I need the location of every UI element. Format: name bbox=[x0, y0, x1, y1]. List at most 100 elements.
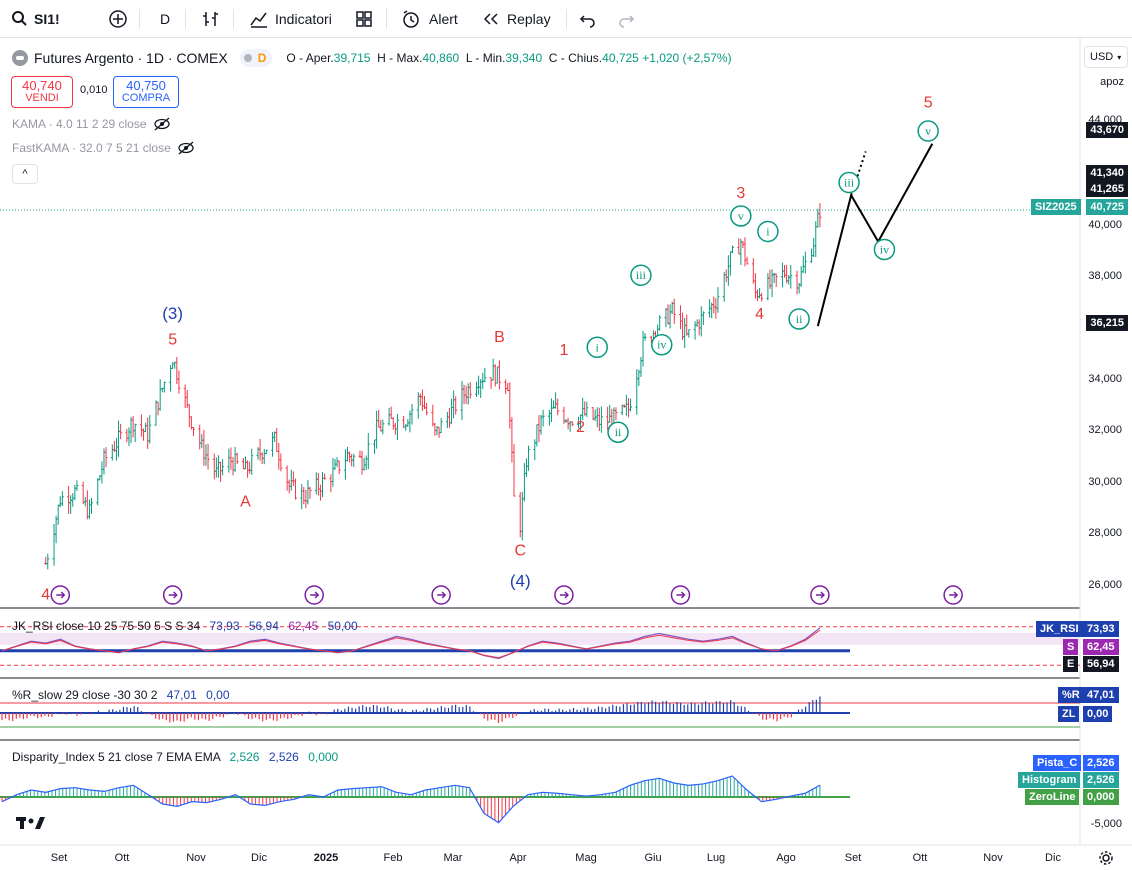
indicator-fastkama[interactable]: FastKAMA · 32.0 7 5 21 close bbox=[12, 141, 195, 155]
tradingview-logo[interactable] bbox=[16, 815, 46, 836]
disp-pane-title[interactable]: Disparity_Index 5 21 close 7 EMA EMA 2,5… bbox=[12, 750, 338, 764]
rsi-value-3: 62,45 bbox=[288, 619, 319, 633]
collapse-legend-button[interactable]: ^ bbox=[12, 164, 38, 184]
wave-label-primary: (4) bbox=[510, 572, 531, 591]
x-tick: 2025 bbox=[313, 852, 339, 864]
eye-off-icon[interactable] bbox=[177, 141, 195, 155]
symbol-search[interactable]: SI1! bbox=[10, 0, 60, 38]
high-value: 40,860 bbox=[422, 51, 460, 65]
x-tick: Nov bbox=[983, 852, 1003, 864]
last-price-tag: 40,725 bbox=[1086, 199, 1128, 215]
wave-label-circle bbox=[788, 308, 810, 330]
y-tick: 26,000 bbox=[1088, 579, 1122, 591]
wr-pane-title[interactable]: %R_slow 29 close -30 30 2 47,01 0,00 bbox=[12, 688, 230, 702]
close-value: 40,725 bbox=[602, 51, 639, 65]
indicators-button[interactable]: Indicatori bbox=[249, 0, 332, 38]
indicator-kama[interactable]: KAMA · 4.0 11 2 29 close bbox=[12, 117, 171, 131]
symbol-legend: Futures Argento · 1D · COMEX D O - Aper.… bbox=[12, 48, 732, 68]
x-tick: Ott bbox=[114, 852, 130, 864]
chart-title[interactable]: Futures Argento · 1D · COMEX bbox=[34, 50, 228, 66]
indicator-fastkama-label: FastKAMA · 32.0 7 5 21 close bbox=[12, 141, 171, 155]
alarm-clock-icon bbox=[403, 10, 419, 28]
plus-circle-icon bbox=[109, 10, 127, 28]
wave-label-minor: v bbox=[738, 209, 744, 223]
zeroline-tag-value: 0,000 bbox=[1083, 789, 1119, 805]
wave-label-intermediate: 5 bbox=[168, 332, 177, 349]
disp-y-tick: -5,000 bbox=[1090, 818, 1122, 830]
delay-badge: D bbox=[257, 51, 267, 65]
tradingview-logo-icon bbox=[16, 817, 45, 829]
open-value: 39,715 bbox=[333, 51, 371, 65]
wave-label-intermediate: B bbox=[494, 329, 505, 346]
wave-label-circle bbox=[607, 421, 629, 443]
x-tick: Set bbox=[50, 852, 68, 864]
y-tick: 30,000 bbox=[1088, 476, 1122, 488]
price-bars bbox=[44, 203, 822, 570]
indicator-kama-label: KAMA · 4.0 11 2 29 close bbox=[12, 117, 147, 131]
layouts-button[interactable] bbox=[354, 0, 374, 38]
chart-type-button[interactable] bbox=[201, 0, 221, 38]
search-icon bbox=[12, 11, 27, 26]
wave-label-intermediate: C bbox=[514, 543, 526, 560]
histogram-tag-label: Histogram bbox=[1018, 772, 1081, 788]
wave-label-intermediate: 2 bbox=[576, 419, 585, 436]
event-arrow-icon bbox=[815, 591, 825, 599]
wave-label-minor: i bbox=[596, 340, 600, 354]
rsi-title-text: JK_RSI close 10 25 75 50 5 S S 34 bbox=[12, 619, 201, 633]
price-tag-36215: 36,215 bbox=[1086, 315, 1128, 331]
add-symbol-button[interactable] bbox=[108, 0, 128, 38]
rsi-tag-label: JK_RSI bbox=[1036, 621, 1083, 637]
wave-label-intermediate: 4 bbox=[755, 306, 764, 323]
x-tick: Dic bbox=[251, 852, 267, 864]
wave-label-minor: ii bbox=[615, 425, 622, 439]
buy-button[interactable]: 40,750 COMPRA bbox=[113, 76, 179, 108]
top-toolbar: SI1! D Indicatori Alert Replay bbox=[0, 0, 1132, 38]
zl-tag-label: ZL bbox=[1058, 706, 1080, 722]
interval-button[interactable]: D bbox=[160, 0, 170, 38]
open-label: O - Aper. bbox=[286, 51, 334, 65]
y-tick: 34,000 bbox=[1088, 373, 1122, 385]
alert-button[interactable]: Alert bbox=[401, 0, 458, 38]
settings-gear-icon[interactable] bbox=[1098, 850, 1114, 866]
scale-mode-label[interactable]: apoz bbox=[1100, 76, 1124, 88]
replay-label: Replay bbox=[507, 11, 551, 27]
zeroline-tag-label: ZeroLine bbox=[1025, 789, 1080, 805]
change-value: +1,020 (+2,57%) bbox=[642, 51, 732, 65]
bar-chart-icon bbox=[203, 12, 218, 26]
high-label: H - Max. bbox=[377, 51, 423, 65]
ticker-tag: SIZ2025 bbox=[1031, 199, 1081, 215]
wave-label-primary: (3) bbox=[162, 304, 183, 323]
y-tick: 28,000 bbox=[1088, 527, 1122, 539]
sell-button[interactable]: 40,740 VENDI bbox=[11, 76, 73, 108]
replay-button[interactable]: Replay bbox=[481, 0, 551, 38]
currency-select[interactable]: USD ▾ bbox=[1084, 46, 1128, 68]
wave-label-minor: iv bbox=[657, 338, 666, 352]
low-label: L - Min. bbox=[465, 51, 506, 65]
indicators-label: Indicatori bbox=[275, 11, 332, 27]
currency-label: USD bbox=[1090, 51, 1114, 63]
undo-button[interactable] bbox=[578, 0, 598, 38]
rsi-tag-value: 73,93 bbox=[1083, 621, 1119, 637]
x-tick: Apr bbox=[509, 852, 527, 864]
rsi-pane-title[interactable]: JK_RSI close 10 25 75 50 5 S S 34 73,93 … bbox=[12, 619, 358, 633]
market-status-pill[interactable]: D bbox=[239, 49, 273, 67]
spread-value: 0,010 bbox=[80, 84, 108, 96]
x-tick: Mag bbox=[575, 852, 597, 864]
price-tag-41340: 41,340 bbox=[1086, 165, 1128, 181]
pista-tag-value: 2,526 bbox=[1083, 755, 1119, 771]
rsi-s-tag-value: 62,45 bbox=[1083, 639, 1119, 655]
sell-label: VENDI bbox=[25, 92, 59, 104]
x-tick: Ott bbox=[912, 852, 928, 864]
wave-label-minor: i bbox=[766, 224, 770, 238]
rsi-value-4: 50,00 bbox=[327, 619, 358, 633]
disp-title-text: Disparity_Index 5 21 close 7 EMA EMA bbox=[12, 750, 221, 764]
wave-label-minor: v bbox=[925, 124, 931, 138]
wave-label-circle bbox=[838, 171, 860, 194]
wave-label-minor: iv bbox=[880, 242, 889, 256]
redo-button[interactable] bbox=[616, 0, 636, 38]
x-tick: Ago bbox=[776, 852, 796, 864]
eye-off-icon[interactable] bbox=[153, 117, 171, 131]
event-arrow-icon bbox=[168, 591, 178, 599]
wave-label-circle bbox=[630, 264, 652, 286]
